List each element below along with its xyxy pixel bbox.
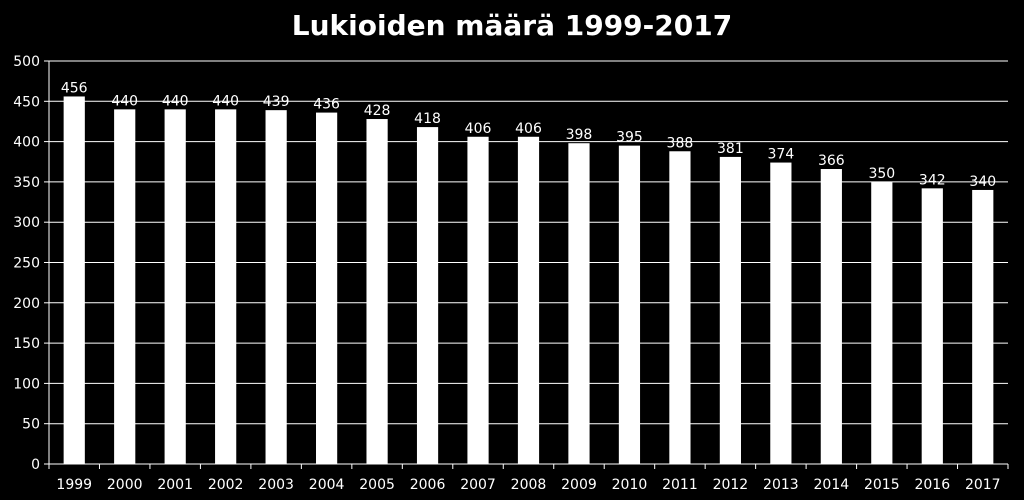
- data-label-1999: 456: [61, 80, 88, 96]
- y-tick-label: 250: [13, 256, 40, 272]
- x-tick-label-2010: 2010: [612, 477, 648, 493]
- bar-2004: [316, 112, 338, 465]
- data-label-2005: 428: [364, 103, 391, 119]
- data-label-2006: 418: [414, 111, 441, 127]
- x-tick-label-2012: 2012: [713, 477, 749, 493]
- data-label-2017: 340: [969, 174, 996, 190]
- bar-2017: [972, 189, 994, 464]
- x-tick-label-2017: 2017: [965, 477, 1001, 493]
- x-tick-label-2002: 2002: [208, 477, 244, 493]
- bar-2007: [467, 136, 489, 465]
- data-label-2012: 381: [717, 141, 744, 157]
- chart-title: Lukioiden määrä 1999-2017: [291, 9, 733, 42]
- x-tick-label-2014: 2014: [814, 477, 850, 493]
- bar-2015: [871, 181, 893, 464]
- y-tick-label: 300: [13, 215, 40, 231]
- x-tick-label-2007: 2007: [460, 477, 496, 493]
- x-tick-label-2003: 2003: [258, 477, 294, 493]
- bar-2000: [114, 109, 136, 465]
- data-label-2011: 388: [667, 135, 694, 151]
- bar-2010: [618, 145, 641, 464]
- y-tick-label: 150: [13, 336, 40, 352]
- x-tick-label-2005: 2005: [359, 477, 395, 493]
- bar-2016: [921, 188, 943, 464]
- bar-2002: [215, 109, 237, 465]
- data-label-2003: 439: [263, 94, 290, 110]
- data-label-2001: 440: [162, 93, 189, 109]
- bar-1999: [63, 96, 85, 465]
- bar-2011: [669, 151, 691, 464]
- y-tick-label: 450: [13, 94, 40, 110]
- y-tick-label: 0: [31, 457, 40, 473]
- data-label-2014: 366: [818, 153, 845, 169]
- x-tick-label-2000: 2000: [107, 477, 143, 493]
- bar-2013: [770, 162, 792, 464]
- x-tick-label-1999: 1999: [56, 477, 92, 493]
- axis-layer: 0 50 100 150 200 250 300 350 400 450 500: [13, 54, 1009, 473]
- label-layer: 456 1999 440 2000 440 2001 440 2002 439 2003 436 20…: [56, 80, 1000, 493]
- x-tick-label-2006: 2006: [410, 477, 446, 493]
- x-tick-label-2011: 2011: [662, 477, 698, 493]
- bar-2006: [416, 127, 439, 464]
- x-tick-label-2015: 2015: [864, 477, 900, 493]
- x-tick-label-2013: 2013: [763, 477, 799, 493]
- data-label-2013: 374: [768, 147, 795, 163]
- data-label-2000: 440: [111, 93, 138, 109]
- x-tick-label-2009: 2009: [561, 477, 597, 493]
- bar-2008: [517, 136, 540, 465]
- data-label-2016: 342: [919, 172, 946, 188]
- data-label-2004: 436: [313, 97, 340, 113]
- bar-2003: [265, 110, 287, 464]
- data-label-2009: 398: [566, 127, 593, 143]
- bar-2005: [366, 119, 388, 465]
- bar-2012: [719, 156, 741, 464]
- bar-2001: [164, 109, 186, 465]
- y-tick-label: 200: [13, 296, 40, 312]
- data-label-2008: 406: [515, 121, 542, 137]
- x-tick-label-2001: 2001: [157, 477, 193, 493]
- y-tick-label: 500: [13, 54, 40, 70]
- y-tick-label: 50: [22, 417, 40, 433]
- data-label-2010: 395: [616, 130, 643, 146]
- bar-2009: [568, 143, 590, 464]
- y-tick-label: 400: [13, 135, 40, 151]
- data-label-2007: 406: [465, 121, 492, 137]
- bar-layer: [63, 96, 994, 465]
- data-label-2015: 350: [868, 166, 895, 182]
- data-label-2002: 440: [212, 93, 239, 109]
- x-tick-label-2008: 2008: [511, 477, 547, 493]
- x-tick-label-2016: 2016: [914, 477, 950, 493]
- x-tick-label-2004: 2004: [309, 477, 345, 493]
- y-tick-label: 350: [13, 175, 40, 191]
- bar-2014: [820, 169, 842, 464]
- y-tick-label: 100: [13, 376, 40, 392]
